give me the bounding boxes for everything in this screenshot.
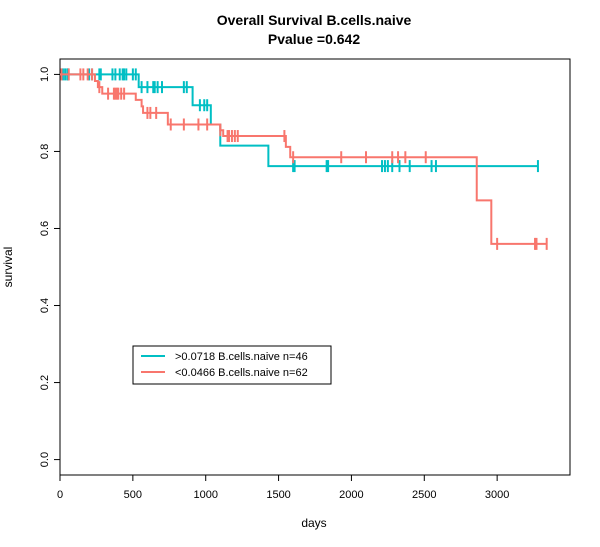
legend-label-high: >0.0718 B.cells.naive n=46: [175, 351, 308, 363]
x-axis: 0 500 1000 1500 2000 2500 3000: [57, 474, 509, 501]
chart-title: Overall Survival B.cells.naive: [217, 12, 412, 28]
legend-label-low: <0.0466 B.cells.naive n=62: [175, 367, 308, 379]
series-0: [60, 68, 539, 173]
y-tick-label: 0.4: [39, 298, 51, 313]
x-tick-label: 3000: [485, 489, 509, 501]
y-tick-label: 0.6: [39, 221, 51, 236]
y-axis: 0.0 0.2 0.4 0.6 0.8 1.0: [39, 67, 61, 467]
x-tick-label: 500: [124, 489, 142, 501]
x-tick-label: 1500: [266, 489, 290, 501]
y-tick-label: 0.2: [39, 375, 51, 390]
legend-box: [132, 345, 332, 385]
y-tick-label: 1.0: [39, 67, 51, 82]
plot-frame: [59, 58, 571, 476]
y-tick-label: 0.0: [39, 452, 51, 467]
x-tick-label: 1000: [193, 489, 217, 501]
y-tick-label: 0.8: [39, 144, 51, 159]
series-1: [60, 68, 548, 250]
series-layer: [60, 68, 548, 250]
y-axis-label: survival: [1, 247, 15, 288]
chart-subtitle: Pvalue =0.642: [268, 31, 360, 47]
survival-curve: [60, 73, 538, 168]
legend: >0.0718 B.cells.naive n=46 <0.0466 B.cel…: [132, 345, 332, 385]
x-tick-label: 2000: [339, 489, 363, 501]
survival-curve: [60, 73, 547, 245]
x-tick-label: 0: [57, 489, 63, 501]
x-axis-label: days: [301, 516, 326, 530]
x-tick-label: 2500: [412, 489, 436, 501]
